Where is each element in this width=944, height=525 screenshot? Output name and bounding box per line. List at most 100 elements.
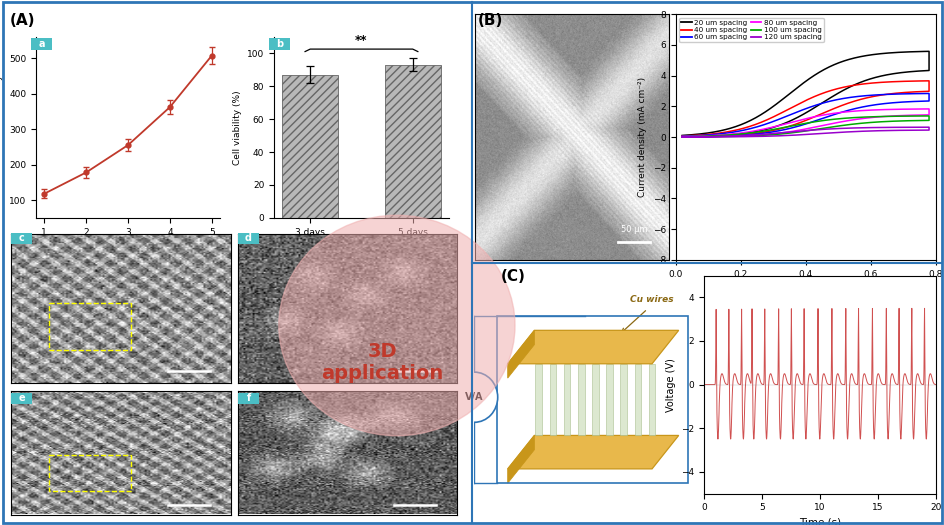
40 um spacing (900, 78, 911, 85)
Text: **: ** (355, 35, 367, 47)
100 um spacing (676, 133, 687, 140)
20 um spacing (900, 49, 911, 55)
60 um spacing (802, 104, 814, 111)
Bar (633, 364, 641, 435)
80 um spacing (900, 106, 911, 112)
40 um spacing (676, 133, 687, 140)
Legend: 20 um spacing, 40 um spacing, 60 um spacing, 80 um spacing, 100 um spacing, 120 : 20 um spacing, 40 um spacing, 60 um spac… (679, 18, 823, 43)
80 um spacing (797, 126, 808, 132)
Text: 3D
application: 3D application (321, 342, 444, 383)
Y-axis label: Normalized cell density: Normalized cell density (0, 74, 4, 181)
120 um spacing (802, 127, 814, 133)
Bar (535, 364, 542, 435)
100 um spacing (878, 119, 889, 125)
Bar (578, 364, 584, 435)
80 um spacing (839, 118, 851, 124)
80 um spacing (922, 106, 934, 112)
120 um spacing (922, 124, 934, 130)
X-axis label: Time (s): Time (s) (798, 518, 840, 525)
60 um spacing (676, 133, 687, 139)
Bar (620, 364, 627, 435)
Y-axis label: Cell viability (%): Cell viability (%) (232, 90, 242, 165)
20 um spacing (676, 133, 687, 140)
X-axis label: Potential (V): Potential (V) (773, 284, 836, 294)
Polygon shape (507, 435, 678, 469)
100 um spacing (922, 113, 934, 119)
100 um spacing (797, 128, 808, 134)
20 um spacing (676, 132, 687, 139)
100 um spacing (802, 120, 814, 126)
Text: c: c (19, 233, 25, 244)
120 um spacing (797, 131, 808, 138)
80 um spacing (878, 113, 889, 120)
40 um spacing (878, 91, 889, 98)
20 um spacing (802, 76, 814, 82)
100 um spacing (763, 127, 774, 133)
Text: d: d (244, 233, 252, 244)
120 um spacing (676, 134, 687, 140)
100 um spacing (839, 122, 851, 128)
Bar (49, 455, 131, 491)
60 um spacing (676, 134, 687, 140)
100 um spacing (900, 113, 911, 119)
Bar (564, 364, 570, 435)
40 um spacing (839, 101, 851, 107)
60 um spacing (900, 91, 911, 97)
Line: 60 um spacing: 60 um spacing (682, 93, 928, 137)
40 um spacing (922, 78, 934, 84)
60 um spacing (797, 121, 808, 128)
Bar (592, 364, 598, 435)
Bar (606, 364, 613, 435)
120 um spacing (839, 129, 851, 135)
Text: (B): (B) (478, 13, 503, 28)
Polygon shape (507, 435, 533, 483)
60 um spacing (839, 108, 851, 114)
80 um spacing (763, 124, 774, 131)
Text: Cu wires: Cu wires (630, 295, 673, 304)
120 um spacing (900, 124, 911, 130)
Text: 50 μm: 50 μm (620, 225, 647, 234)
Line: 40 um spacing: 40 um spacing (682, 81, 928, 136)
Circle shape (450, 372, 497, 422)
Polygon shape (507, 330, 678, 364)
Text: f: f (246, 393, 250, 404)
Text: (C): (C) (500, 269, 525, 284)
120 um spacing (676, 134, 687, 140)
Text: e: e (18, 393, 25, 404)
80 um spacing (802, 115, 814, 121)
Text: V/A: V/A (464, 392, 483, 402)
Text: a: a (39, 39, 44, 49)
Polygon shape (507, 330, 533, 378)
Bar (549, 364, 556, 435)
Y-axis label: Current density (mA cm⁻²): Current density (mA cm⁻²) (637, 77, 647, 197)
80 um spacing (676, 133, 687, 140)
20 um spacing (839, 86, 851, 92)
Y-axis label: Voltage (V): Voltage (V) (665, 358, 675, 412)
Bar (648, 364, 655, 435)
100 um spacing (676, 134, 687, 140)
X-axis label: Time (day): Time (day) (100, 242, 156, 252)
60 um spacing (763, 120, 774, 126)
20 um spacing (878, 72, 889, 78)
Line: 20 um spacing: 20 um spacing (682, 51, 928, 136)
40 um spacing (676, 133, 687, 139)
Line: 120 um spacing: 120 um spacing (682, 127, 928, 137)
60 um spacing (922, 90, 934, 97)
Text: b: b (276, 39, 283, 49)
120 um spacing (763, 131, 774, 137)
40 um spacing (797, 118, 808, 124)
Bar (384, 65, 441, 218)
20 um spacing (922, 48, 934, 55)
Line: 80 um spacing: 80 um spacing (682, 109, 928, 137)
80 um spacing (676, 134, 687, 140)
20 um spacing (797, 111, 808, 117)
Bar (49, 303, 131, 350)
120 um spacing (878, 128, 889, 134)
20 um spacing (763, 106, 774, 112)
40 um spacing (802, 96, 814, 102)
60 um spacing (878, 100, 889, 107)
40 um spacing (763, 116, 774, 122)
Bar (281, 75, 338, 218)
Line: 100 um spacing: 100 um spacing (682, 116, 928, 137)
Text: (A): (A) (9, 13, 35, 28)
